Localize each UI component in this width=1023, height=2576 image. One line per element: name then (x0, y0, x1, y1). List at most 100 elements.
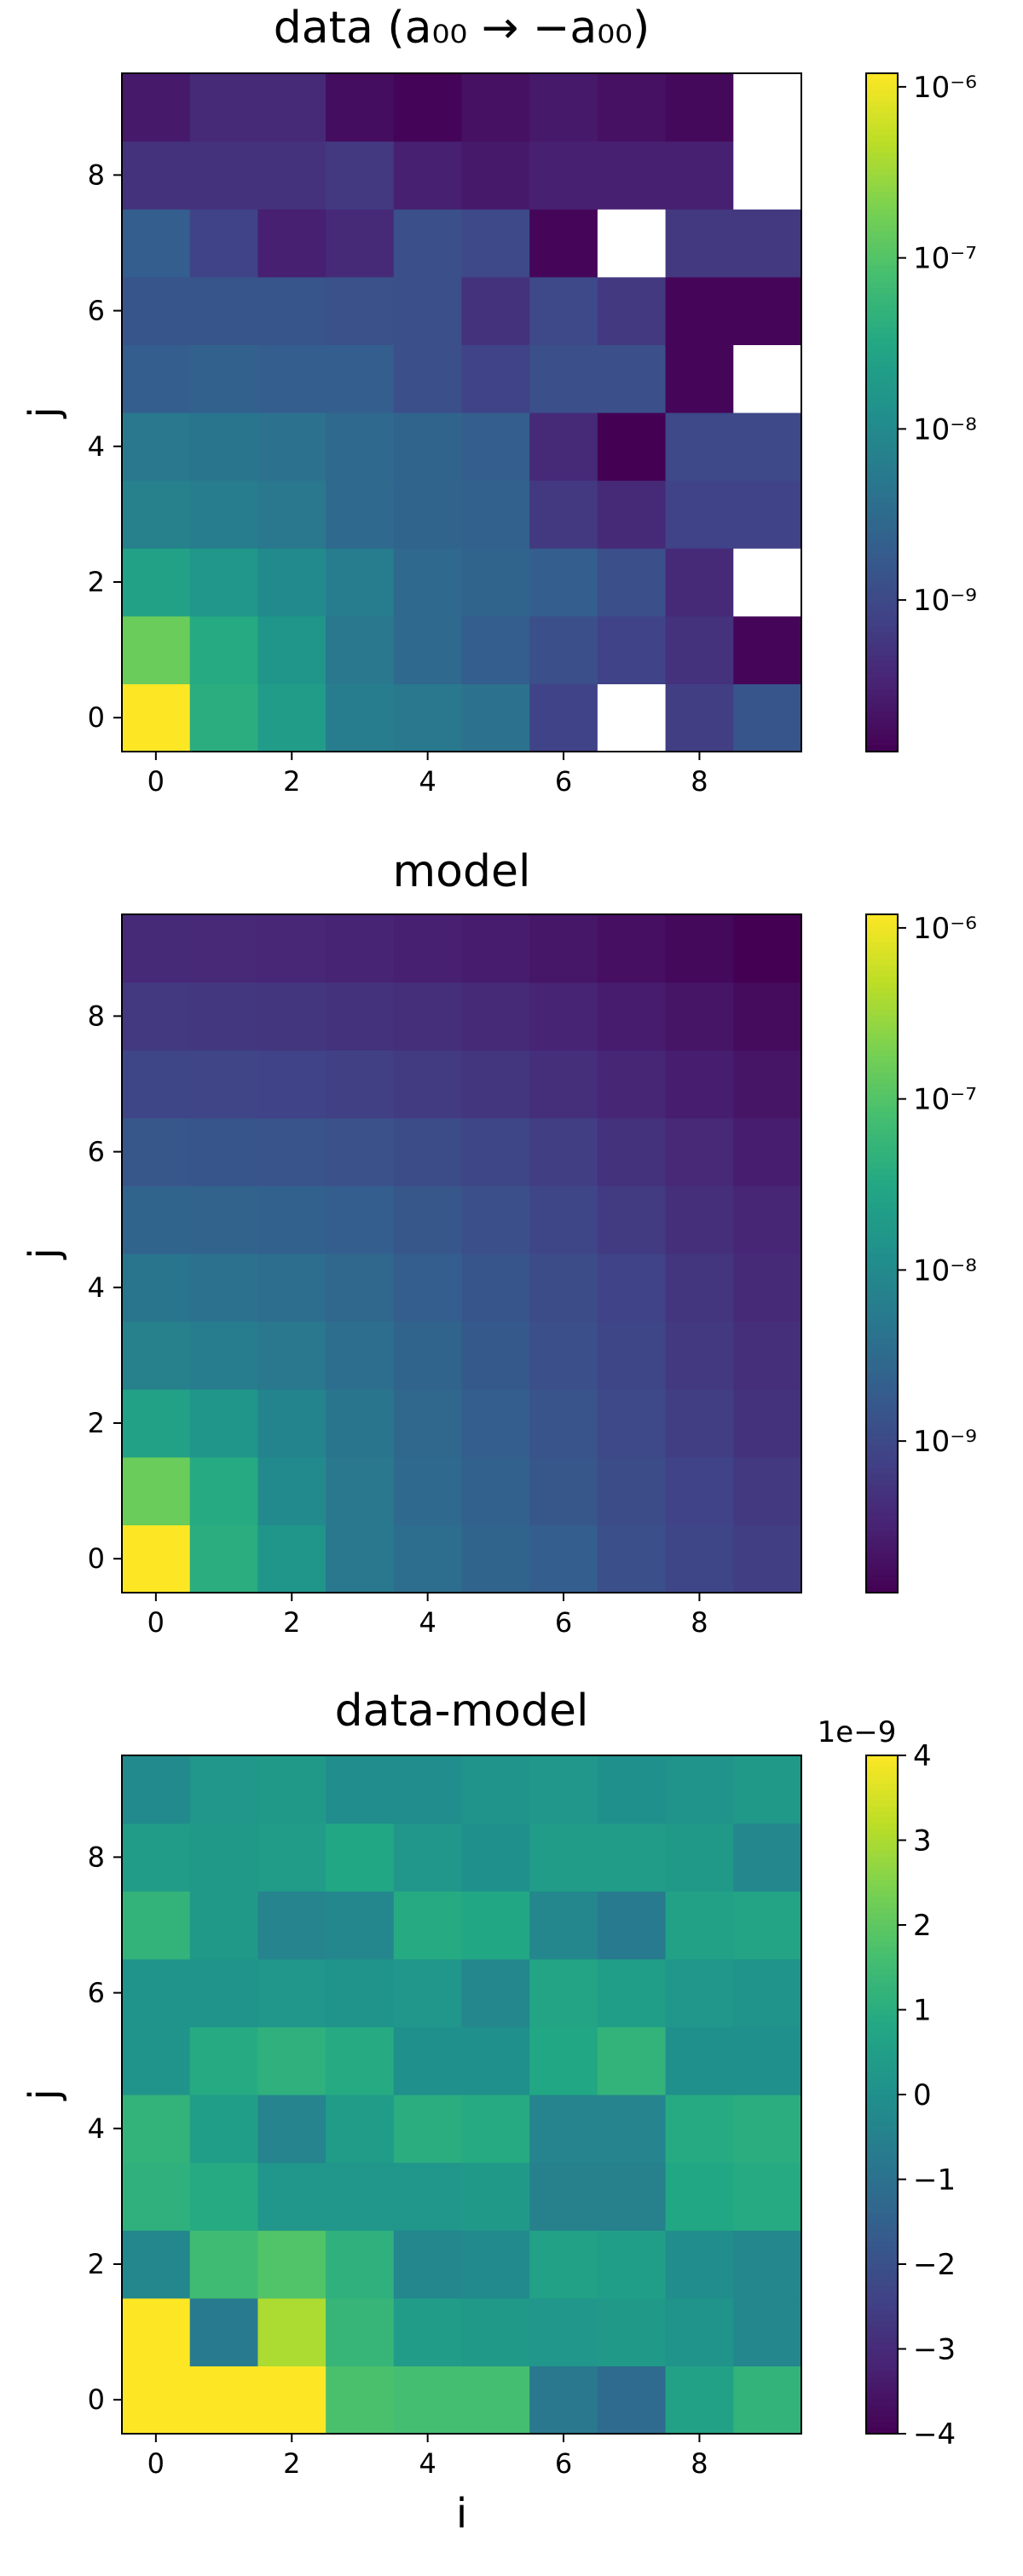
heatmap-cell (461, 1823, 530, 1892)
colorbar-segment (866, 1411, 898, 1419)
colorbar-tick-label: 2 (913, 1909, 932, 1943)
colorbar-tick-label: 10⁻⁷ (913, 242, 977, 276)
heatmap-cell (665, 1185, 734, 1254)
heatmap-cell (122, 1524, 191, 1593)
heatmap-cell (257, 2162, 327, 2231)
heatmap-cell (665, 344, 734, 413)
heatmap-cell (326, 1755, 395, 1824)
heatmap-cell (122, 982, 191, 1051)
heatmap-cell (597, 1389, 667, 1458)
heatmap-cell (122, 2230, 191, 2299)
heatmap-cell (122, 412, 191, 481)
heatmap-cell (461, 1891, 530, 1960)
colorbar-segment (866, 1067, 898, 1074)
colorbar-segment (866, 1772, 898, 1779)
heatmap-cell (665, 1117, 734, 1186)
heatmap-cell (529, 1389, 598, 1458)
colorbar-segment (866, 2400, 898, 2406)
heatmap-cell (257, 548, 327, 617)
heatmap-cell (189, 1253, 258, 1323)
heatmap-cell (529, 615, 598, 684)
heatmap-cell (597, 141, 667, 210)
heatmap-cell (189, 141, 258, 210)
colorbar-segment (866, 672, 898, 679)
colorbar-segment (866, 1559, 898, 1565)
heatmap-cell (189, 1891, 258, 1960)
heatmap-cell (257, 276, 327, 345)
colorbar-segment (866, 2331, 898, 2339)
colorbar-segment (866, 2003, 898, 2011)
colorbar-segment (866, 2417, 898, 2423)
heatmap-cell (597, 548, 667, 617)
colorbar-segment (866, 1310, 898, 1317)
colorbar-segment (866, 1885, 898, 1892)
colorbar-segment (866, 1022, 898, 1029)
heatmap-cell (733, 480, 802, 549)
heatmap-cell (665, 2297, 734, 2366)
colorbar-segment (866, 2264, 898, 2271)
colorbar-segment (866, 469, 898, 475)
colorbar-segment (866, 372, 898, 379)
heatmap-cell (122, 2297, 191, 2366)
heatmap-cell (461, 982, 530, 1051)
heatmap-cell (257, 1050, 327, 1119)
heatmap-cell (665, 1321, 734, 1390)
heatmap-cell (122, 2095, 191, 2164)
colorbar-segment (866, 1970, 898, 1977)
colorbar-segment (866, 1501, 898, 1509)
colorbar-segment (866, 124, 898, 131)
colorbar-segment (866, 1191, 898, 1198)
colorbar-segment (866, 2168, 898, 2175)
heatmap-cell (326, 2297, 395, 2366)
colorbar-segment (866, 2202, 898, 2209)
heatmap-cell (461, 1253, 530, 1323)
colorbar-tick-label: 10⁻⁸ (913, 1253, 977, 1288)
colorbar-segment (866, 1168, 898, 1175)
heatmap-cell (461, 1050, 530, 1119)
colorbar-segment (866, 1778, 898, 1784)
heatmap-cell (529, 1185, 598, 1254)
colorbar-segment (866, 2235, 898, 2243)
colorbar-segment (866, 1078, 898, 1085)
heatmap-cell (122, 1958, 191, 2027)
colorbar-segment (866, 2162, 898, 2170)
heatmap-cell (461, 615, 530, 684)
colorbar-segment (866, 73, 898, 80)
heatmap-cell (597, 2026, 667, 2095)
colorbar-segment (866, 666, 898, 673)
heatmap-cell (529, 1823, 598, 1892)
colorbar-tick-label: 0 (913, 2078, 932, 2112)
colorbar-segment (866, 497, 898, 504)
chart-title: data (a₀₀ → −a₀₀) (274, 3, 650, 54)
heatmap-cell (665, 276, 734, 345)
colorbar-segment (866, 2100, 898, 2107)
colorbar-segment (866, 2185, 898, 2192)
colorbar-segment (866, 936, 898, 943)
heatmap-cell (122, 2026, 191, 2095)
colorbar-segment (866, 1975, 898, 1983)
colorbar-segment (866, 1242, 898, 1249)
colorbar-segment (866, 147, 898, 153)
colorbar-segment (866, 366, 898, 374)
heatmap-cell (665, 2162, 734, 2231)
colorbar-segment (866, 1761, 898, 1768)
colorbar-segment (866, 2145, 898, 2152)
heatmap-cell (461, 141, 530, 210)
heatmap-cell (733, 141, 802, 210)
colorbar-segment (866, 1547, 898, 1554)
colorbar-segment (866, 1027, 898, 1034)
heatmap-cell (529, 2026, 598, 2095)
colorbar-segment (866, 1112, 898, 1119)
colorbar-segment (866, 2066, 898, 2073)
chart-title: data-model (335, 1686, 589, 1737)
colorbar-segment (866, 1016, 898, 1023)
heatmap-cell (461, 2026, 530, 2095)
colorbar-segment (866, 2280, 898, 2288)
colorbar-segment (866, 954, 898, 960)
colorbar-tick-label: 10⁻⁶ (913, 71, 977, 105)
colorbar-segment (866, 536, 898, 544)
colorbar-segment (866, 2337, 898, 2344)
colorbar-segment (866, 1879, 898, 1887)
colorbar-segment (866, 2366, 898, 2372)
heatmap-cell (393, 548, 463, 617)
